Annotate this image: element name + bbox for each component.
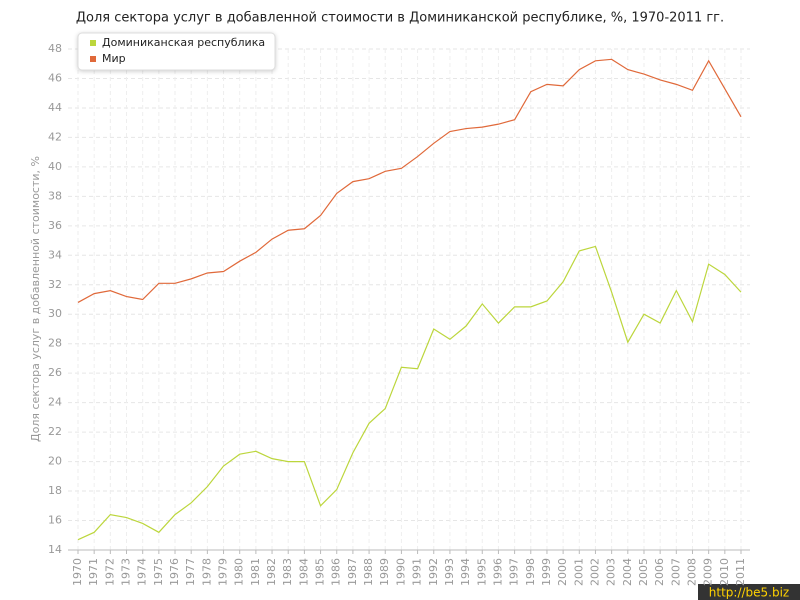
x-tick-label: 2000 — [556, 558, 569, 586]
x-tick-label: 1998 — [524, 558, 537, 586]
legend-label: Доминиканская республика — [102, 36, 265, 49]
y-tick-label: 30 — [48, 307, 62, 320]
x-tick-label: 1995 — [475, 558, 488, 586]
legend-swatch — [90, 40, 96, 46]
y-tick-label: 34 — [48, 248, 62, 261]
y-axis-label: Доля сектора услуг в добавленной стоимос… — [29, 156, 42, 442]
x-tick-label: 1986 — [330, 558, 343, 586]
x-tick-label: 1973 — [120, 558, 133, 586]
x-tick-label: 1991 — [411, 558, 424, 586]
legend-box — [77, 32, 276, 71]
x-tick-label: 1985 — [314, 558, 327, 586]
y-tick-label: 46 — [48, 71, 62, 84]
x-tick-label: 1987 — [346, 558, 359, 586]
series-line — [77, 58, 742, 303]
x-tick-label: 2007 — [669, 558, 682, 586]
x-tick-label: 1981 — [249, 558, 262, 586]
y-tick-label: 40 — [48, 160, 62, 173]
x-tick-label: 1979 — [217, 558, 230, 586]
x-tick-label: 1970 — [71, 558, 84, 586]
y-tick-label: 44 — [48, 101, 62, 114]
x-tick-label: 2011 — [734, 558, 747, 586]
y-tick-label: 14 — [48, 543, 62, 556]
legend-swatch — [90, 56, 96, 62]
y-tick-label: 32 — [48, 278, 62, 291]
watermark: http://be5.biz — [709, 586, 789, 600]
x-tick-label: 1988 — [362, 558, 375, 586]
legend-label: Мир — [102, 52, 126, 65]
y-tick-label: 48 — [48, 42, 62, 55]
x-tick-label: 1997 — [508, 558, 521, 586]
x-tick-label: 1990 — [394, 558, 407, 586]
x-tick-label: 2001 — [572, 558, 585, 586]
x-tick-label: 1993 — [443, 558, 456, 586]
x-tick-label: 1992 — [427, 558, 440, 586]
watermark-bg — [698, 584, 800, 600]
x-tick-label: 2009 — [702, 558, 715, 586]
x-tick-label: 2002 — [588, 558, 601, 586]
y-tick-label: 18 — [48, 484, 62, 497]
x-tick-label: 1996 — [491, 558, 504, 586]
x-tick-label: 1977 — [184, 558, 197, 586]
x-tick-label: 1974 — [136, 558, 149, 586]
x-tick-label: 2008 — [685, 558, 698, 586]
series-line — [77, 245, 742, 541]
x-tick-label: 2003 — [605, 558, 618, 586]
y-tick-label: 26 — [48, 366, 62, 379]
y-tick-label: 42 — [48, 130, 62, 143]
y-tick-label: 24 — [48, 396, 62, 409]
y-tick-label: 22 — [48, 425, 62, 438]
x-tick-label: 1980 — [233, 558, 246, 586]
y-tick-label: 20 — [48, 455, 62, 468]
x-tick-label: 1978 — [200, 558, 213, 586]
x-tick-label: 1975 — [152, 558, 165, 586]
x-tick-label: 1971 — [87, 558, 100, 586]
y-tick-label: 38 — [48, 189, 62, 202]
x-tick-label: 1983 — [281, 558, 294, 586]
x-tick-label: 1999 — [540, 558, 553, 586]
plot-area — [68, 49, 750, 550]
x-tick-label: 2006 — [653, 558, 666, 586]
x-tick-label: 1972 — [103, 558, 116, 586]
x-tick-label: 1984 — [297, 558, 310, 586]
x-tick-label: 2004 — [621, 558, 634, 586]
chart-title: Доля сектора услуг в добавленной стоимос… — [76, 11, 724, 26]
y-tick-label: 16 — [48, 514, 62, 527]
x-tick-label: 1994 — [459, 558, 472, 586]
x-tick-label: 2010 — [718, 558, 731, 586]
x-tick-label: 1989 — [378, 558, 391, 586]
y-tick-label: 28 — [48, 337, 62, 350]
x-tick-label: 1982 — [265, 558, 278, 586]
x-tick-label: 2005 — [637, 558, 650, 586]
x-tick-label: 1976 — [168, 558, 181, 586]
y-tick-label: 36 — [48, 219, 62, 232]
